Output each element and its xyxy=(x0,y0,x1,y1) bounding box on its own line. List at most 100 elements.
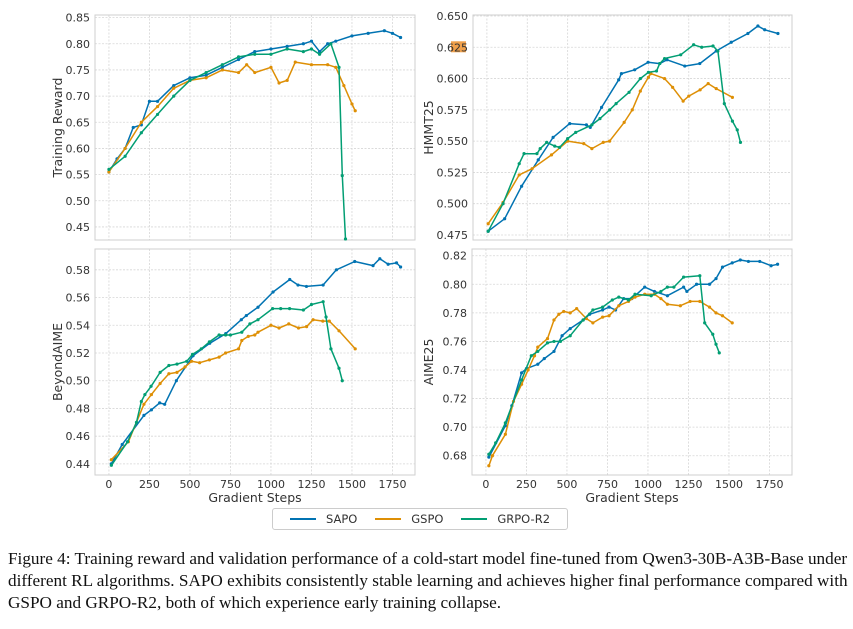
data-point-sapo xyxy=(568,122,572,126)
y-tick-label: 0.58 xyxy=(66,264,91,277)
panel-training-reward: 0.45 0.50 0.55 0.60 0.65 0.70 0.75 0.80 0.85 Trai… xyxy=(50,12,416,241)
data-point-sapo xyxy=(643,285,647,289)
data-point-grpo-r2 xyxy=(568,334,572,338)
axes-frame xyxy=(94,248,416,476)
data-point-gspo xyxy=(334,65,338,69)
data-point-sapo xyxy=(398,35,403,40)
data-point-grpo-r2 xyxy=(558,339,563,344)
data-point-sapo xyxy=(334,39,338,43)
axes-frame xyxy=(94,14,416,241)
data-point-grpo-r2 xyxy=(626,298,631,302)
data-point-gspo xyxy=(256,330,260,334)
data-point-sapo xyxy=(503,217,507,221)
data-point-gspo xyxy=(575,306,579,311)
data-point-gspo xyxy=(545,336,550,341)
data-point-sapo xyxy=(560,334,564,338)
data-point-grpo-r2 xyxy=(503,421,507,425)
data-point-gspo xyxy=(646,75,651,79)
data-point-gspo xyxy=(172,86,176,90)
y-tick-label: 0.500 xyxy=(437,198,469,211)
y-tick-label: 0.70 xyxy=(66,90,91,103)
data-point-grpo-r2 xyxy=(175,362,179,366)
x-tick-label: 1000 xyxy=(257,478,285,491)
data-point-gspo xyxy=(552,318,556,322)
data-point-grpo-r2 xyxy=(256,318,260,322)
y-tick-label: 0.45 xyxy=(66,221,91,234)
data-point-gspo xyxy=(327,319,331,323)
data-point-grpo-r2 xyxy=(659,289,663,294)
data-point-grpo-r2 xyxy=(536,349,540,354)
data-point-sapo xyxy=(707,282,712,286)
data-point-gspo xyxy=(167,372,171,376)
y-axis-label: Training Reward xyxy=(50,78,65,179)
data-point-sapo xyxy=(120,442,124,447)
data-point-sapo xyxy=(271,290,275,294)
data-point-grpo-r2 xyxy=(340,174,344,178)
data-point-sapo xyxy=(285,44,289,48)
data-point-sapo xyxy=(371,264,375,268)
data-point-gspo xyxy=(530,167,534,171)
x-tick-label: 500 xyxy=(179,478,200,491)
data-point-gspo xyxy=(714,311,718,315)
data-point-gspo xyxy=(240,338,244,343)
x-tick-label: 500 xyxy=(556,478,577,491)
x-axis-label: Gradient Steps xyxy=(585,490,678,505)
data-point-gspo xyxy=(707,305,712,309)
data-point-sapo xyxy=(174,379,178,383)
data-point-sapo xyxy=(288,277,292,282)
data-point-sapo xyxy=(519,371,524,375)
data-point-grpo-r2 xyxy=(633,292,637,296)
legend-label-gspo: GSPO xyxy=(411,512,444,526)
data-point-gspo xyxy=(582,142,586,146)
data-point-sapo xyxy=(158,401,162,405)
data-point-sapo xyxy=(552,349,556,354)
data-point-grpo-r2 xyxy=(309,302,314,307)
data-point-gspo xyxy=(600,315,605,319)
data-point-sapo xyxy=(204,73,208,77)
data-point-grpo-r2 xyxy=(220,63,224,67)
data-point-sapo xyxy=(551,135,555,139)
data-point-sapo xyxy=(326,42,330,46)
data-point-sapo xyxy=(487,455,491,459)
data-point-sapo xyxy=(244,313,248,318)
data-point-gspo xyxy=(285,78,289,83)
data-point-grpo-r2 xyxy=(340,379,344,383)
data-point-grpo-r2 xyxy=(188,78,192,83)
data-point-grpo-r2 xyxy=(501,202,505,206)
data-point-sapo xyxy=(390,31,395,35)
data-point-gspo xyxy=(353,109,357,113)
data-point-grpo-r2 xyxy=(199,347,203,351)
data-point-grpo-r2 xyxy=(487,452,491,456)
data-point-grpo-r2 xyxy=(139,131,143,135)
data-point-sapo xyxy=(665,294,670,298)
data-point-sapo xyxy=(149,408,153,412)
data-point-grpo-r2 xyxy=(285,47,289,51)
data-point-gspo xyxy=(671,85,675,89)
data-point-gspo xyxy=(487,464,491,468)
y-axis-label: HMMT25 xyxy=(421,100,436,155)
data-point-grpo-r2 xyxy=(682,275,686,279)
y-tick-label: 0.72 xyxy=(443,393,468,406)
data-point-sapo xyxy=(269,47,273,51)
series-line-sapo xyxy=(110,257,402,465)
data-point-grpo-r2 xyxy=(698,274,702,278)
x-tick-label: 250 xyxy=(139,478,160,491)
data-point-sapo xyxy=(317,50,322,54)
data-point-sapo xyxy=(253,50,257,54)
data-point-gspo xyxy=(617,304,621,308)
data-point-grpo-r2 xyxy=(522,152,526,156)
data-point-gspo xyxy=(706,81,710,86)
data-point-grpo-r2 xyxy=(716,49,720,53)
data-point-sapo xyxy=(746,259,751,264)
data-point-gspo xyxy=(183,365,187,369)
data-point-sapo xyxy=(350,34,354,38)
data-point-gspo xyxy=(681,99,685,103)
data-point-gspo xyxy=(217,355,221,359)
data-point-grpo-r2 xyxy=(598,117,602,121)
data-point-sapo xyxy=(386,262,390,266)
data-point-sapo xyxy=(758,259,762,264)
y-tick-label: 0.82 xyxy=(443,250,468,263)
data-point-gspo xyxy=(503,432,507,436)
data-point-gspo xyxy=(123,146,127,151)
y-tick-label: 0.75 xyxy=(66,64,91,77)
